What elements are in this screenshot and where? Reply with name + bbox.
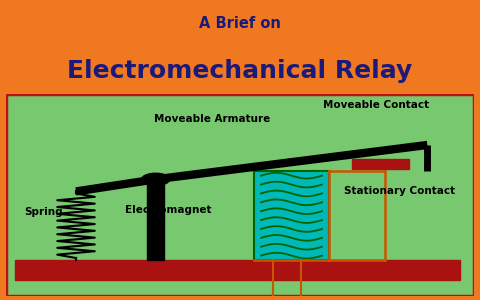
Text: Stationary Contact: Stationary Contact xyxy=(344,186,455,197)
Circle shape xyxy=(142,173,170,185)
Text: Spring: Spring xyxy=(24,207,62,217)
Text: Moveable Armature: Moveable Armature xyxy=(154,114,270,124)
Bar xyxy=(254,171,329,260)
Bar xyxy=(15,260,460,280)
Text: Moveable Contact: Moveable Contact xyxy=(323,100,429,110)
Text: Electromechanical Relay: Electromechanical Relay xyxy=(67,59,413,83)
Bar xyxy=(352,159,408,169)
Text: Electromagnet: Electromagnet xyxy=(125,205,212,214)
Text: A Brief on: A Brief on xyxy=(199,16,281,31)
Bar xyxy=(147,179,164,260)
